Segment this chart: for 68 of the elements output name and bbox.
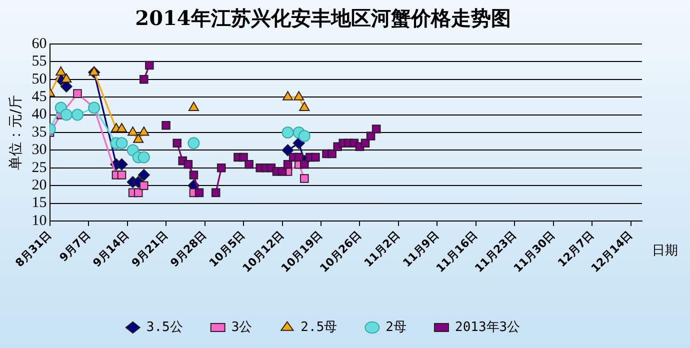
- y-tick-label: 50: [32, 71, 47, 88]
- point: [372, 124, 381, 134]
- x-tick-label: 9月28日: [168, 228, 209, 270]
- point: [311, 152, 320, 162]
- x-tick-label: 8月31日: [12, 228, 54, 270]
- point: [239, 152, 248, 162]
- point: [61, 73, 72, 83]
- point: [116, 137, 128, 150]
- point: [60, 108, 72, 121]
- point: [188, 137, 200, 150]
- legend-label: 3.5公: [146, 320, 183, 335]
- point: [116, 122, 128, 132]
- point: [278, 167, 287, 176]
- point: [298, 130, 310, 142]
- x-tick-label: 9月21日: [129, 228, 170, 270]
- point: [138, 126, 150, 136]
- point: [282, 144, 294, 156]
- point: [194, 188, 204, 198]
- legend-label: 3公: [231, 320, 252, 335]
- point: [366, 132, 376, 140]
- point: [128, 126, 138, 136]
- x-tick-label: 9月14日: [90, 228, 132, 270]
- point: [172, 138, 182, 148]
- point: [71, 108, 84, 121]
- point: [140, 181, 148, 190]
- y-tick-label: 20: [32, 178, 47, 194]
- x-tick-label: 9月7日: [57, 228, 93, 264]
- legend-label: 2013年3公: [454, 320, 520, 335]
- y-tick-label: 30: [32, 142, 47, 158]
- y-tick-label: 60: [32, 36, 47, 52]
- point: [282, 91, 294, 100]
- point: [189, 170, 198, 180]
- point: [282, 126, 294, 138]
- y-axis-title: 单位：元/斤: [8, 95, 24, 170]
- y-tick-label: 35: [32, 124, 47, 140]
- point: [88, 66, 100, 76]
- x-tick-label: 11月2日: [362, 228, 403, 270]
- point: [117, 170, 126, 180]
- chart-title: 2014年江苏兴化安丰地区河蟹价格走势图: [135, 6, 511, 30]
- y-tick-label: 10: [32, 212, 47, 229]
- point: [162, 121, 170, 130]
- x-axis-title: 日期: [652, 243, 678, 258]
- point: [300, 160, 309, 169]
- point: [138, 151, 150, 164]
- y-tick-label: 55: [32, 54, 47, 70]
- y-tick-label: 45: [32, 89, 47, 106]
- point: [299, 102, 310, 111]
- y-tick-label: 15: [32, 195, 47, 212]
- point: [216, 164, 226, 172]
- point: [211, 188, 220, 198]
- point: [328, 149, 336, 158]
- point: [116, 158, 128, 170]
- point: [184, 160, 193, 169]
- point: [133, 134, 144, 143]
- point: [73, 89, 82, 98]
- point: [244, 160, 254, 169]
- point: [294, 91, 304, 100]
- point: [300, 174, 309, 183]
- point: [360, 138, 370, 148]
- legend-label: 2母: [386, 320, 406, 335]
- point: [188, 102, 199, 111]
- legend-label: 2.5母: [300, 320, 338, 335]
- y-tick-label: 40: [32, 106, 47, 123]
- point: [140, 75, 148, 84]
- point: [145, 60, 154, 70]
- y-tick-label: 25: [32, 160, 47, 176]
- point: [138, 168, 150, 181]
- point: [56, 66, 66, 76]
